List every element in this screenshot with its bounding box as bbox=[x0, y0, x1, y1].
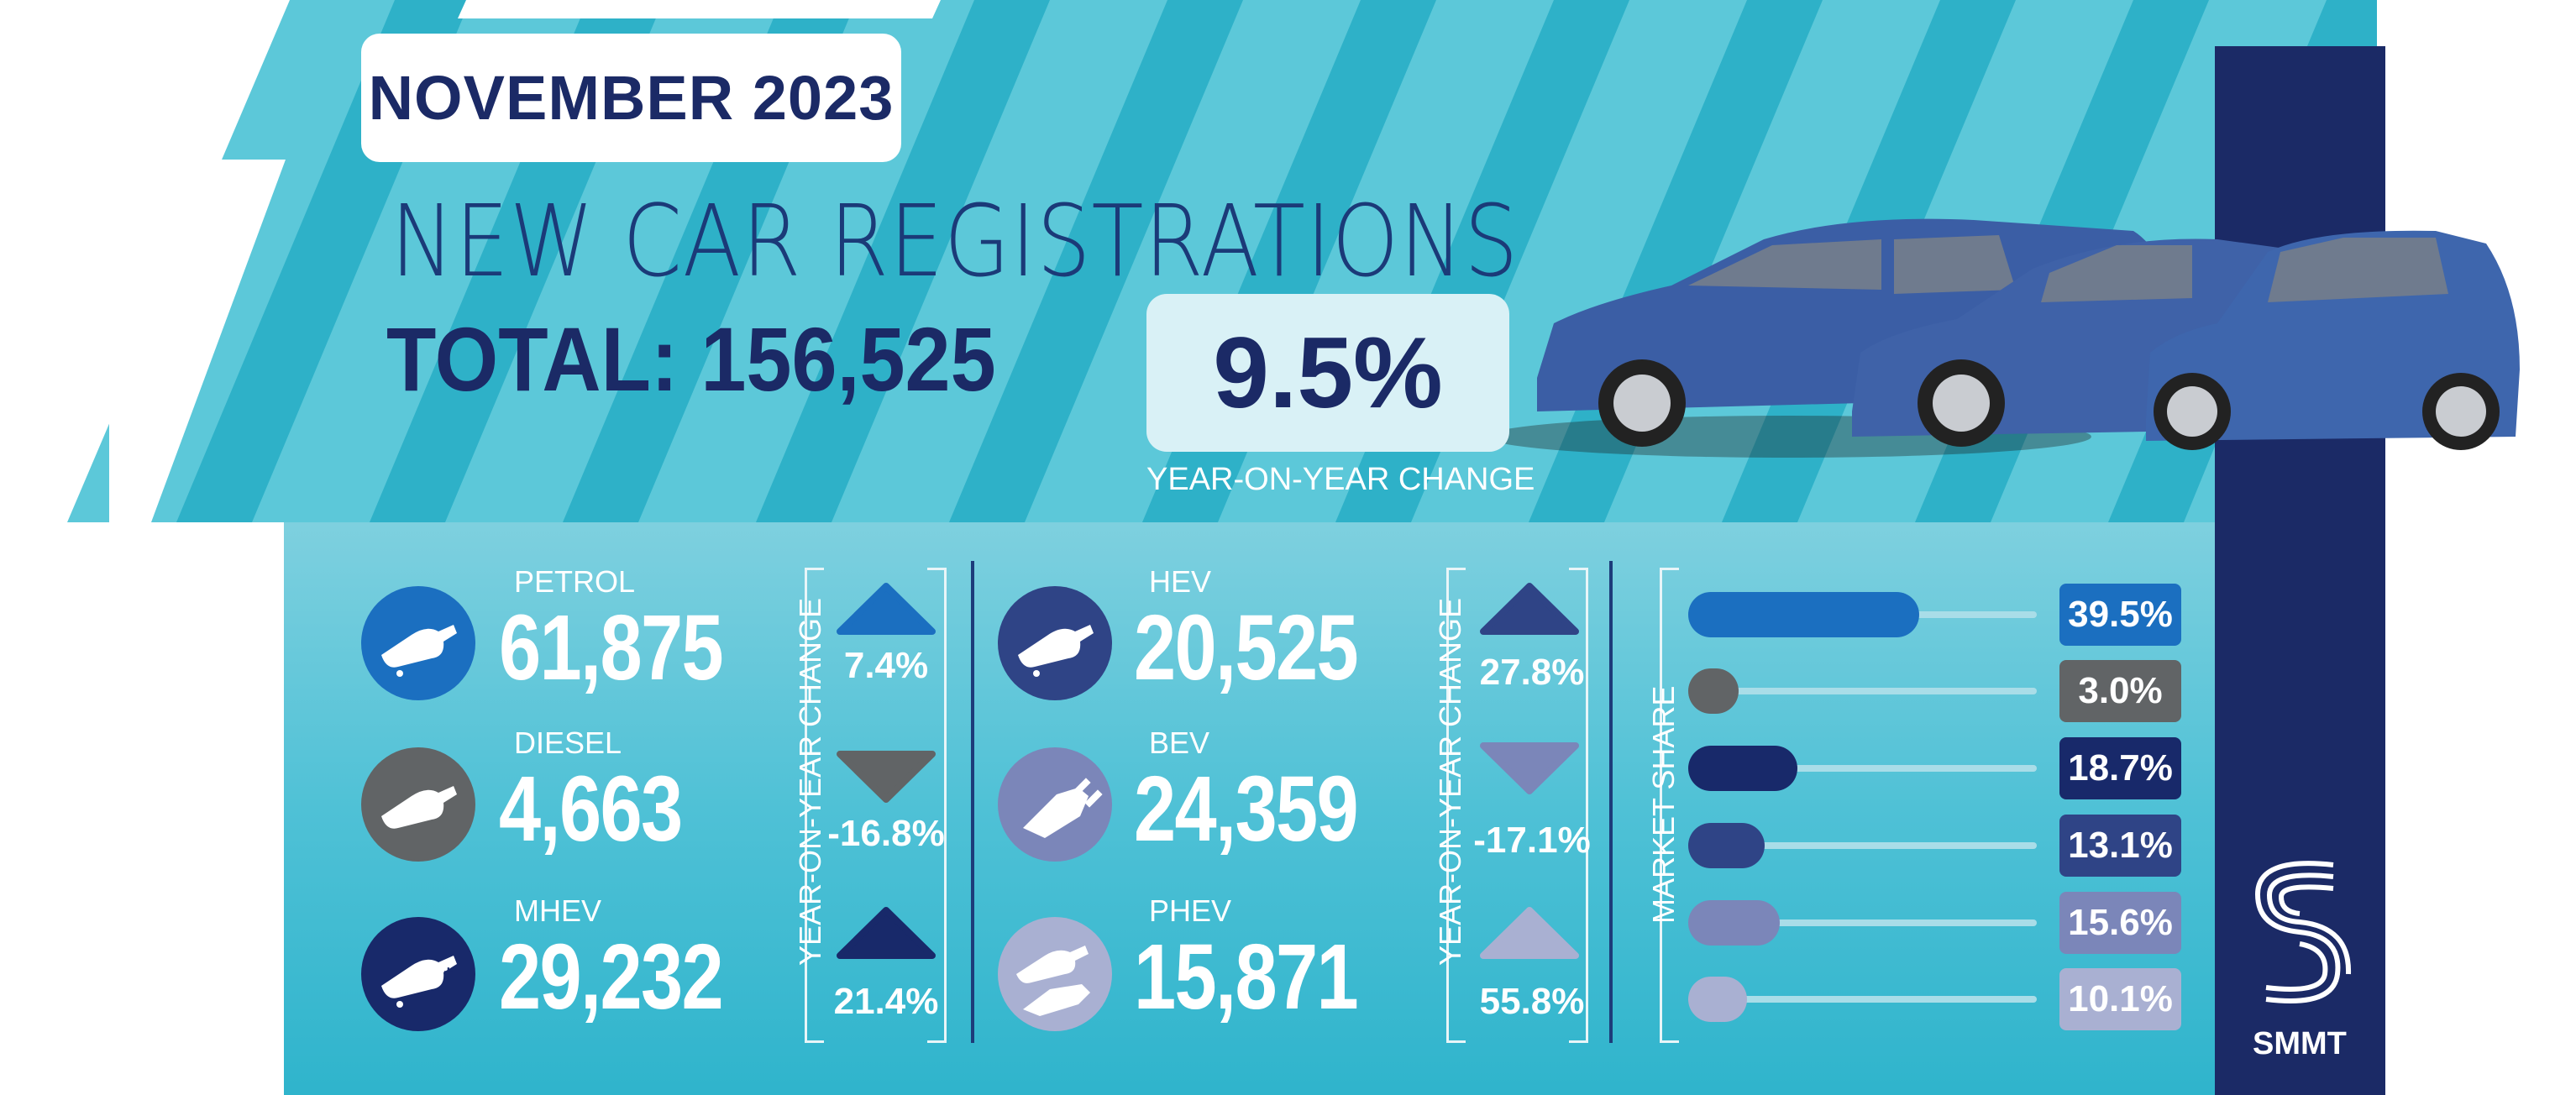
fuel-pump-nozzle-icon bbox=[381, 786, 457, 829]
smmt-logo-icon bbox=[2254, 861, 2352, 1003]
plug-and-nozzle-icon bbox=[1016, 946, 1090, 1016]
diesel-circle bbox=[361, 747, 475, 862]
right-yoy-bracket-right bbox=[1569, 568, 1588, 1043]
share-track-diesel bbox=[1688, 688, 2037, 694]
mhev-label: MHEV bbox=[514, 893, 602, 928]
petrol-circle bbox=[361, 586, 475, 700]
market-share-label: MARKET SHARE bbox=[1646, 685, 1681, 924]
mhev-up-arrow-icon bbox=[837, 907, 936, 959]
share-value-hev: 13.1% bbox=[2059, 815, 2181, 877]
share-value-diesel: 3.0% bbox=[2059, 660, 2181, 722]
hev-value: 20,525 bbox=[1134, 596, 1359, 699]
phev-value: 15,871 bbox=[1134, 925, 1359, 1029]
fuel-pump-nozzle-icon bbox=[381, 625, 457, 677]
bev-label: BEV bbox=[1149, 726, 1210, 760]
phev-change: 55.8% bbox=[1479, 981, 1585, 1022]
mhev-change: 21.4% bbox=[833, 981, 939, 1022]
share-track-hev bbox=[1688, 842, 2037, 849]
phev-label: PHEV bbox=[1149, 893, 1232, 928]
share-bar-diesel bbox=[1688, 668, 1739, 714]
hev-circle bbox=[998, 586, 1112, 700]
phev-up-arrow-icon bbox=[1480, 907, 1579, 959]
diesel-down-arrow-icon bbox=[837, 751, 936, 803]
hev-label: HEV bbox=[1149, 564, 1212, 599]
share-track-mhev bbox=[1688, 765, 2037, 772]
share-track-bev bbox=[1688, 919, 2037, 926]
share-value-petrol: 39.5% bbox=[2059, 584, 2181, 646]
fuel-pump-nozzle-icon bbox=[1018, 625, 1094, 677]
diesel-value: 4,663 bbox=[499, 757, 683, 861]
petrol-up-arrow-icon bbox=[837, 583, 936, 635]
phev-circle bbox=[998, 917, 1112, 1031]
date-badge: NOVEMBER 2023 bbox=[361, 34, 901, 162]
left-yoy-bracket-right bbox=[927, 568, 947, 1043]
share-bar-hev bbox=[1688, 823, 1765, 868]
share-bar-bev bbox=[1688, 900, 1780, 946]
hev-change: 27.8% bbox=[1479, 652, 1585, 693]
yoy-caption: YEAR-ON-YEAR CHANGE bbox=[1146, 462, 1535, 497]
share-bar-petrol bbox=[1688, 592, 1919, 637]
petrol-value: 61,875 bbox=[499, 596, 724, 699]
date-text: NOVEMBER 2023 bbox=[368, 63, 895, 133]
diesel-label: DIESEL bbox=[514, 726, 622, 760]
share-value-mhev: 18.7% bbox=[2059, 737, 2181, 799]
diesel-change: -16.8% bbox=[827, 813, 945, 854]
column-divider-1 bbox=[971, 561, 974, 1043]
charging-plug-icon bbox=[1023, 778, 1103, 838]
yoy-value: 9.5% bbox=[1213, 317, 1443, 429]
bev-change: -17.1% bbox=[1473, 820, 1591, 861]
page-title: NEW CAR REGISTRATIONS bbox=[391, 183, 1519, 299]
cars-illustration bbox=[1487, 218, 2520, 458]
share-value-bev: 15.6% bbox=[2059, 892, 2181, 954]
left-yoy-vertical-label: YEAR-ON-YEAR CHANGE bbox=[793, 597, 827, 966]
mhev-circle: + bbox=[361, 917, 475, 1031]
bev-circle bbox=[998, 747, 1112, 862]
hev-up-arrow-icon bbox=[1480, 583, 1579, 635]
bev-value: 24,359 bbox=[1134, 757, 1359, 861]
petrol-change: 7.4% bbox=[843, 645, 929, 686]
bev-down-arrow-icon bbox=[1480, 742, 1579, 794]
mhev-value: 29,232 bbox=[499, 925, 724, 1029]
market-share-bracket bbox=[1660, 568, 1679, 1043]
fuel-pump-nozzle-icon: + bbox=[381, 956, 457, 1008]
svg-text:+: + bbox=[443, 963, 454, 982]
right-yoy-bracket bbox=[1446, 568, 1466, 1043]
right-yoy-vertical-label: YEAR-ON-YEAR CHANGE bbox=[1433, 597, 1467, 966]
share-bar-mhev bbox=[1688, 746, 1798, 791]
smmt-brand-name: SMMT bbox=[2253, 1026, 2347, 1061]
yoy-badge: 9.5% bbox=[1146, 294, 1509, 452]
share-track-phev bbox=[1688, 996, 2037, 1003]
column-divider-2 bbox=[1609, 561, 1613, 1043]
share-value-phev: 10.1% bbox=[2059, 968, 2181, 1030]
share-bar-phev bbox=[1688, 977, 1748, 1022]
total-registrations: TOTAL: 156,525 bbox=[386, 308, 996, 410]
petrol-label: PETROL bbox=[514, 564, 636, 599]
left-yoy-bracket bbox=[805, 568, 824, 1043]
